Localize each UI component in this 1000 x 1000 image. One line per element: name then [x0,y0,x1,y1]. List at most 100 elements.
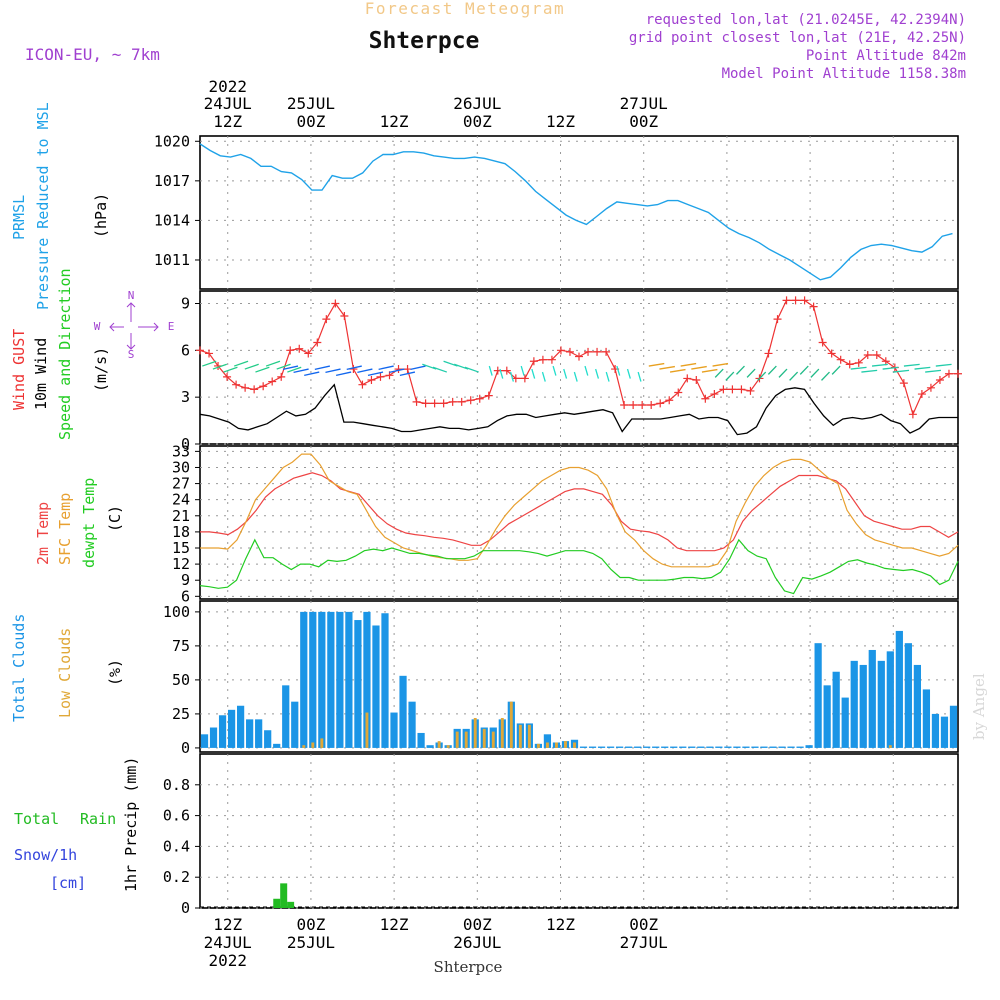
total-clouds-bar [697,746,705,748]
gust-marker [313,338,322,347]
total-clouds-bar [218,715,227,748]
wind-direction-arrow [346,365,362,370]
total-clouds-bar [886,651,894,748]
total-clouds-bar [363,611,371,748]
t2m-line [200,472,959,552]
top-axis-date: 24JUL [204,94,252,113]
total-clouds-bar [318,611,326,748]
gust-marker [457,397,466,406]
wind-direction-arrow [520,365,525,376]
wind-direction-arrow [595,368,600,379]
total-clouds-bar [236,705,245,748]
clouds-ytick-label: 100 [163,603,190,621]
wind-direction-arrow [626,368,631,379]
wind-direction-arrow [789,371,799,381]
compass-rose: N S W E [94,289,175,361]
gust-marker [340,311,349,320]
gust-marker [719,385,728,394]
wind-direction-arrow [778,368,788,378]
wind-direction-arrow [935,363,952,367]
gust-marker [710,390,719,399]
wind-direction-arrow [637,371,642,382]
gust-marker [638,400,647,409]
gust-marker [529,357,538,366]
gust-marker [674,388,683,397]
gust-marker [800,296,809,305]
wind-direction-arrow [293,368,309,373]
wind-direction-arrow [357,368,373,373]
total-clouds-bar [787,746,795,748]
wind-direction-arrow [335,371,352,376]
total-clouds-bar [940,716,949,748]
gust-marker [250,385,259,394]
gust-marker [223,372,232,381]
total-clouds-bar [372,625,380,748]
top-axis-date: 25JUL [287,94,335,113]
wind-direction-arrow [680,362,697,367]
total-clouds-bar [606,746,615,748]
pressure-frame [199,135,959,290]
precip-ytick-label: 0.8 [163,776,190,794]
gust-marker [556,346,565,355]
pressure-line [199,143,953,281]
gust-marker [430,399,439,408]
wind-direction-arrow [499,368,504,379]
bottom-axis-hour: 00Z [629,915,658,934]
requested-coords: requested lon,lat (21.0245E, 42.2394N) [646,12,966,28]
wind-direction-arrow [212,363,228,370]
total-clouds-bar [209,727,218,748]
gust-marker [547,355,556,364]
gust-marker [845,360,854,369]
gust-marker [502,366,511,375]
top-axis-hour: 12Z [213,112,242,131]
wind-direction-arrow [746,368,756,378]
t2m-label: 2m Temp [34,502,52,565]
gust-marker [782,296,791,305]
low-clouds-bar [464,731,468,748]
compass-w: W [94,320,101,333]
wind-direction-arrow [488,365,493,376]
wind-direction-arrow [464,366,479,373]
total-clouds-bar [868,649,876,748]
top-axis-hour: 00Z [629,112,658,131]
gust-marker [322,315,331,324]
gust-marker [620,400,629,409]
gust-marker [520,374,529,383]
total-clouds-bar [904,643,912,748]
total-clouds-bar [661,746,669,748]
total-clouds-bar [877,660,885,748]
total-clouds-bar [715,746,723,748]
total-clouds-bar [814,643,822,748]
bottom-axis-date: 25JUL [287,933,335,952]
gust-marker [944,369,953,378]
wind10m-line [199,383,958,436]
wind-direction-arrow [605,371,610,382]
gust-marker [394,365,403,374]
wind-direction-arrow [432,366,448,373]
wind-direction-arrow [265,360,281,367]
total-clouds-bar [769,746,777,748]
bottom-axis-hour: 00Z [296,915,325,934]
wind-direction-arrow [893,369,910,373]
pressure-unit-label: (hPa) [92,193,110,238]
total-label: Total [14,810,59,828]
forecast-title: Forecast Meteogram [365,0,565,18]
compass-s: S [128,348,135,361]
total-clouds-bar [588,746,597,748]
rain-bar [287,901,295,908]
total-clouds-bar [643,746,651,748]
low-clouds-bar [482,728,486,748]
total-clouds-bar [724,746,732,748]
wind-direction-arrow [810,368,820,378]
top-axis-date: 27JUL [620,94,668,113]
wind-direction-arrow [821,371,830,381]
gust-marker [277,372,286,381]
bottom-axis-hour: 00Z [463,915,492,934]
low-clouds-bar [536,743,540,748]
precip-unit-label: 1hr Precip (mm) [122,757,140,892]
wind-direction-arrow [714,368,724,378]
total-clouds-bar [634,746,642,748]
model-name: ICON-EU, ~ 7km [25,45,160,64]
